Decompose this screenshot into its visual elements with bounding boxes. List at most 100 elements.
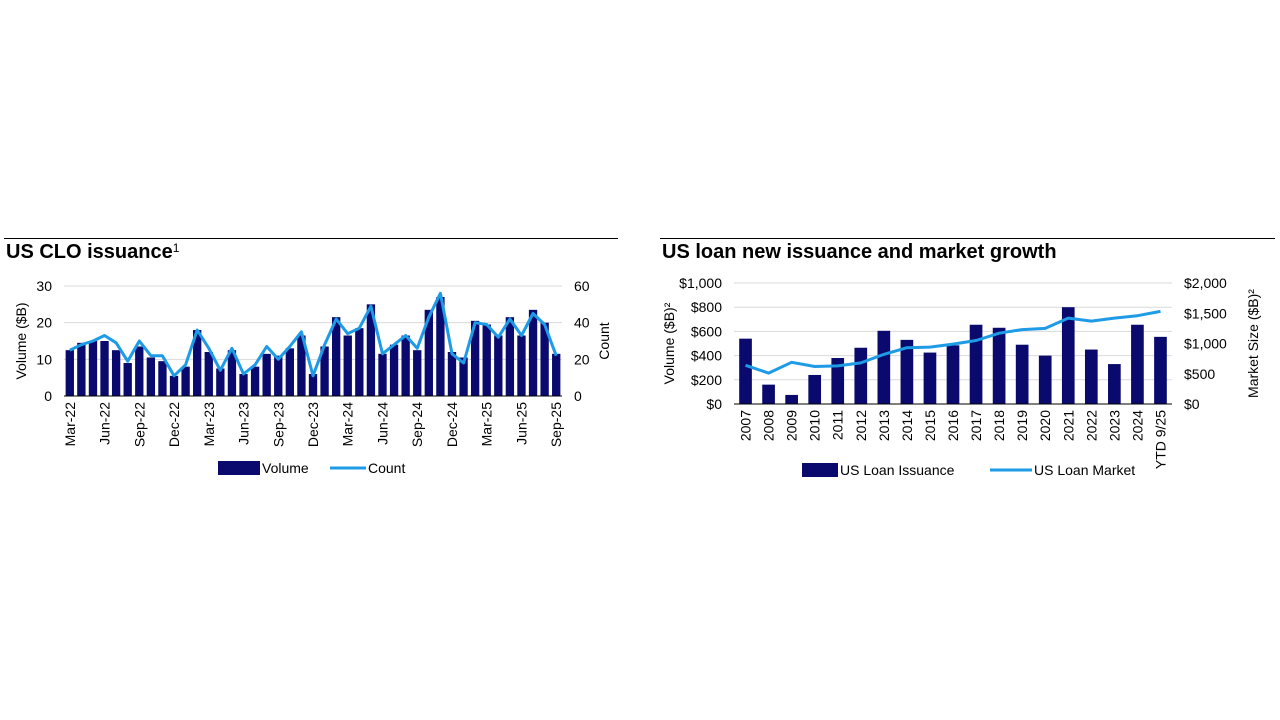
y2-tick-label: $2,000	[1184, 275, 1227, 291]
legend-swatch-bar	[802, 463, 838, 477]
y-tick-label: 0	[44, 388, 52, 404]
loan-issuance-panel: US loan new issuance and market growth $…	[660, 238, 1275, 478]
bar	[436, 297, 445, 396]
x-tick-label: 2011	[830, 410, 846, 440]
bar	[366, 304, 376, 396]
bar	[227, 350, 237, 396]
bar	[169, 375, 179, 396]
legend-label: US Loan Issuance	[840, 462, 955, 478]
bar	[274, 355, 283, 396]
bar	[900, 339, 914, 404]
x-tick-label: Jun-24	[374, 402, 390, 445]
x-tick-label: Jun-23	[236, 402, 252, 445]
bar	[1015, 344, 1029, 404]
bar	[831, 358, 845, 404]
bar	[181, 366, 190, 396]
bar	[969, 324, 983, 404]
x-tick-label: Sep-25	[548, 402, 564, 447]
bar	[808, 374, 822, 404]
bar	[877, 330, 891, 404]
bar	[378, 353, 387, 396]
y2-tick-label: 20	[574, 351, 590, 367]
x-tick-label: Dec-22	[166, 402, 182, 447]
bar	[552, 353, 561, 396]
bar	[331, 317, 341, 396]
bar	[459, 357, 468, 396]
y-tick-label: $1,000	[679, 275, 722, 291]
bar	[413, 350, 422, 396]
x-tick-label: Sep-22	[131, 402, 147, 447]
bar	[239, 374, 248, 396]
title-rule	[4, 238, 618, 239]
x-tick-label: 2020	[1037, 410, 1053, 441]
loan-market-chart: $0 $200 $400 $600 $800 $1,000 $0 $500 $1,000 $1,5…	[661, 275, 1261, 478]
bar	[1084, 349, 1098, 404]
y2-tick-label: $1,500	[1184, 305, 1227, 321]
bar	[517, 335, 526, 396]
y-tick-label: $400	[691, 348, 722, 364]
bar	[762, 384, 775, 404]
series-line	[69, 291, 558, 378]
y2-tick-label: $1,000	[1184, 336, 1227, 352]
bar	[285, 348, 295, 396]
legend-label: Volume	[262, 460, 309, 476]
bar	[355, 328, 364, 396]
x-tick-label: 2013	[876, 410, 892, 441]
bar	[1131, 324, 1144, 404]
bar	[100, 341, 109, 396]
bar	[250, 366, 260, 396]
bar	[992, 327, 1006, 404]
bar	[88, 341, 98, 396]
bar	[1108, 364, 1121, 404]
chart-title: US CLO issuance1	[6, 241, 180, 263]
series-line	[745, 309, 1161, 375]
x-tick-label: 2010	[807, 410, 823, 441]
x-tick-label: Sep-24	[409, 402, 425, 447]
clo-issuance-panel: US CLO issuance1 0 10 20 30 0 20 40 60 Mar-22 Jun…	[4, 238, 618, 476]
y2-tick-label: $500	[1184, 366, 1215, 382]
y2-axis-title: Market Size ($B)²	[1245, 289, 1261, 398]
y2-axis-title: Count	[596, 322, 612, 359]
legend-label: Count	[368, 460, 405, 476]
bar	[216, 368, 225, 396]
y-tick-label: $0	[706, 396, 722, 412]
x-tick-label: 2019	[1014, 410, 1030, 441]
bar	[65, 350, 74, 396]
clo-issuance-chart: 0 10 20 30 0 20 40 60 Mar-22 Jun-22 Sep-22 Dec-22 Ma…	[13, 278, 612, 476]
y-tick-label: 30	[36, 278, 52, 294]
legend-swatch-bar	[218, 461, 260, 475]
bar	[1154, 336, 1167, 404]
y2-tick-label: 40	[574, 315, 590, 331]
x-tick-label: 2024	[1129, 410, 1145, 441]
x-tick-label: 2017	[968, 410, 984, 441]
y2-tick-label: 0	[574, 388, 582, 404]
x-tick-label: 2018	[991, 410, 1007, 441]
bar	[77, 342, 86, 396]
x-tick-label: 2007	[738, 410, 754, 441]
bar	[470, 320, 480, 396]
bar	[111, 350, 121, 396]
y-tick-label: $200	[691, 372, 722, 388]
x-tick-label: YTD 9/25	[1152, 410, 1168, 469]
bar	[447, 352, 457, 396]
x-tick-label: Dec-24	[444, 402, 460, 447]
y-tick-label: $800	[691, 299, 722, 315]
chart-title: US loan new issuance and market growth	[662, 241, 1057, 263]
x-tick-label: 2008	[761, 410, 777, 441]
bar	[401, 335, 410, 396]
y-tick-label: $600	[691, 323, 722, 339]
title-rule	[660, 238, 1275, 239]
bar	[1038, 355, 1052, 404]
x-tick-label: Sep-23	[270, 402, 286, 447]
bar	[204, 352, 213, 396]
legend-label: US Loan Market	[1034, 462, 1135, 478]
bar	[389, 344, 399, 396]
x-tick-label: 2022	[1083, 410, 1099, 441]
bar	[946, 345, 960, 404]
bar	[505, 317, 515, 396]
bar	[262, 353, 271, 396]
x-tick-label: 2015	[922, 410, 938, 441]
bar	[540, 322, 549, 396]
x-tick-label: 2012	[853, 410, 869, 441]
x-tick-label: Jun-22	[97, 402, 113, 445]
